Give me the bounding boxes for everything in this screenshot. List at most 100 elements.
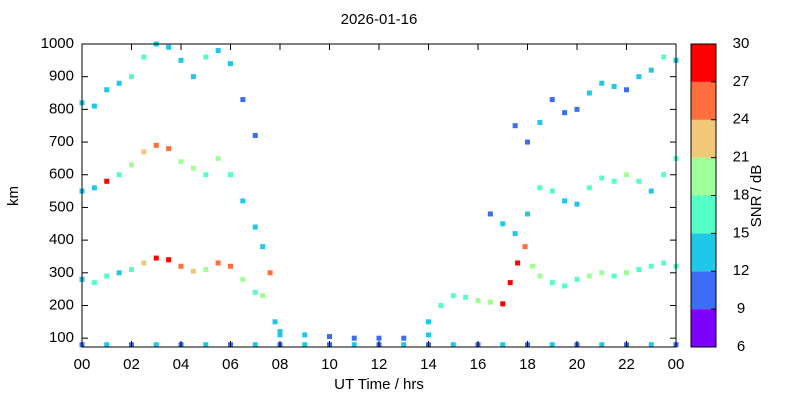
point (438, 302, 444, 308)
point (599, 80, 605, 86)
point (549, 188, 555, 194)
point (116, 270, 122, 276)
colorbar-band (691, 309, 716, 347)
point (190, 165, 196, 171)
colorbar-band (691, 119, 716, 158)
point (537, 273, 543, 279)
point (450, 342, 456, 348)
point (302, 332, 308, 338)
point (215, 48, 221, 54)
x-tick-label: 12 (371, 356, 388, 373)
point (599, 270, 605, 276)
point (141, 149, 147, 155)
y-tick-label: 800 (49, 100, 74, 117)
point (153, 255, 159, 261)
point (129, 267, 134, 273)
colorbar-tick-label: 18 (733, 186, 750, 203)
point (500, 301, 506, 307)
x-tick-label: 14 (420, 356, 437, 373)
colorbar-tick-label: 12 (733, 262, 750, 279)
chart-title: 2026-01-16 (341, 11, 418, 28)
point (522, 244, 528, 250)
x-tick-label: 10 (321, 356, 338, 373)
point (549, 97, 555, 103)
x-tick-label: 18 (519, 356, 536, 373)
point (574, 106, 580, 112)
point (562, 110, 568, 116)
colorbar-tick-label: 21 (733, 149, 750, 166)
point (611, 178, 617, 184)
point (203, 54, 209, 60)
colorbar-band (691, 271, 716, 310)
point (252, 224, 258, 230)
point (586, 90, 592, 96)
y-tick-label: 400 (49, 231, 74, 248)
point (166, 44, 172, 50)
colorbar-band (691, 195, 716, 234)
point (624, 172, 629, 178)
point (376, 335, 382, 341)
point (260, 293, 266, 299)
point (252, 133, 258, 139)
point (512, 123, 518, 129)
point (327, 334, 332, 340)
point (228, 61, 233, 67)
point (178, 159, 184, 165)
x-tick-label: 00 (74, 356, 91, 373)
y-tick-label: 700 (49, 133, 74, 150)
point (203, 342, 209, 348)
point (648, 67, 654, 73)
point (104, 87, 110, 93)
point (487, 211, 493, 217)
point (599, 175, 605, 181)
point (240, 97, 246, 103)
point (500, 221, 506, 227)
point (203, 267, 209, 273)
point (599, 342, 605, 348)
point (104, 178, 110, 184)
point (611, 273, 617, 279)
point (648, 263, 654, 269)
point (624, 270, 629, 276)
point (426, 319, 431, 325)
point (661, 260, 667, 266)
point (636, 74, 642, 80)
colorbar-tick-label: 6 (737, 338, 745, 355)
point (166, 146, 172, 152)
point (190, 74, 196, 80)
x-axis-label: UT Time / hrs (334, 376, 424, 393)
x-tick-label: 22 (618, 356, 635, 373)
point (166, 257, 172, 263)
point (515, 260, 521, 266)
point (463, 294, 469, 300)
x-tick-label: 04 (173, 356, 190, 373)
y-tick-label: 200 (49, 296, 74, 313)
point (277, 332, 283, 338)
point (178, 263, 184, 269)
x-tick-label: 08 (272, 356, 289, 373)
x-tick-label: 20 (569, 356, 586, 373)
point (574, 201, 580, 207)
point (91, 280, 97, 286)
point (272, 319, 278, 325)
point (648, 188, 654, 194)
point (450, 293, 456, 299)
colorbar-label: SNR / dB (748, 165, 765, 228)
point (203, 172, 209, 178)
point (549, 280, 555, 286)
colorbar-band (691, 157, 716, 196)
point (277, 329, 283, 335)
point (104, 342, 110, 348)
x-tick-label: 00 (668, 356, 685, 373)
colorbar-band (691, 44, 716, 82)
point (116, 172, 122, 178)
colorbar-tick-label: 15 (733, 224, 750, 241)
point (153, 142, 159, 148)
point (529, 263, 535, 269)
point (549, 342, 555, 348)
point (228, 263, 233, 269)
point (401, 342, 407, 348)
point (487, 299, 493, 305)
point (252, 342, 258, 348)
